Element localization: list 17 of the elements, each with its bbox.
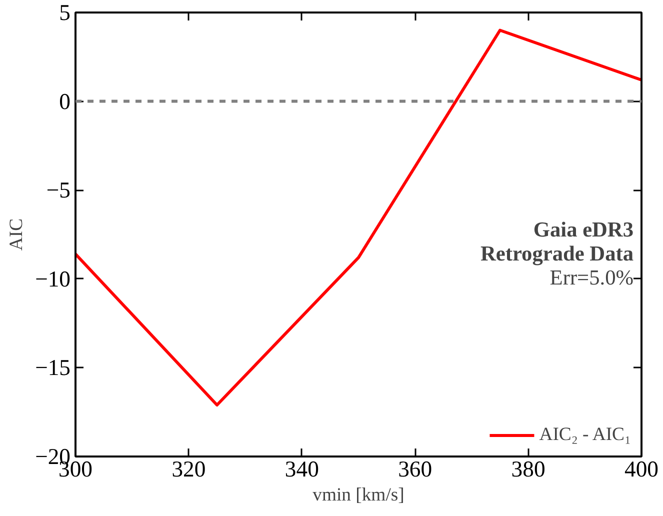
- x-tick-label: 340: [284, 456, 319, 482]
- annotation: Err=5.0%: [550, 266, 634, 290]
- y-tick-label: 5: [59, 0, 70, 25]
- annotation: Gaia eDR3: [533, 218, 634, 242]
- y-tick-label: −5: [46, 178, 71, 203]
- line-series: [76, 28, 642, 406]
- y-tick-label: 0: [59, 88, 70, 114]
- y-tick-label: −15: [35, 355, 71, 380]
- legend-label: AIC₂ - AIC₁: [539, 424, 631, 446]
- x-tick-label: 400: [624, 456, 658, 482]
- y-tick-label: −10: [35, 266, 71, 292]
- x-tick-label: 380: [511, 456, 546, 482]
- annotation: Retrograde Data: [480, 242, 634, 266]
- x-tick-label: 360: [398, 456, 432, 482]
- y-axis-title: AIC: [6, 218, 28, 251]
- x-tick-label: 320: [172, 456, 206, 482]
- x-axis-title: vmin [km/s]: [312, 484, 404, 506]
